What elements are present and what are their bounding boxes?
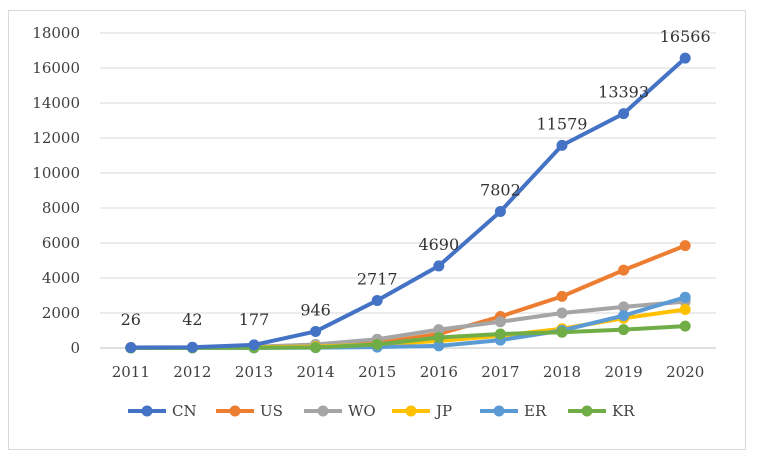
x-tick-label: 2019 xyxy=(605,363,643,381)
data-point-wo xyxy=(494,316,506,328)
legend-swatch-marker xyxy=(229,405,241,417)
legend-label: CN xyxy=(172,402,197,420)
x-tick-label: 2018 xyxy=(543,363,581,381)
data-point-cn xyxy=(556,139,568,151)
y-tick-label: 16000 xyxy=(32,59,80,77)
legend-label: JP xyxy=(434,402,452,420)
data-point-us xyxy=(679,240,691,252)
data-label: 2717 xyxy=(357,269,398,288)
legend-label: WO xyxy=(348,402,376,420)
x-tick-label: 2014 xyxy=(297,363,335,381)
y-axis-ticks: 0 2000 4000 6000 8000 10000 12000 14000 16000 180… xyxy=(32,24,80,357)
data-label: 13393 xyxy=(598,83,649,102)
x-tick-label: 2016 xyxy=(420,363,458,381)
legend-swatch-marker xyxy=(581,405,593,417)
data-point-er xyxy=(679,291,691,303)
x-axis-ticks: 2011 2012 2013 2014 2015 2016 2017 2018 2019 2020 xyxy=(112,363,705,381)
series-line-cn xyxy=(128,56,688,350)
data-point-cn xyxy=(125,342,137,354)
y-tick-label: 18000 xyxy=(32,24,80,42)
legend-item-us: US xyxy=(216,402,283,420)
data-label: 16566 xyxy=(660,27,711,46)
data-point-cn xyxy=(371,294,383,306)
legend-item-wo: WO xyxy=(304,402,376,420)
data-point-kr xyxy=(310,341,322,353)
data-point-kr xyxy=(433,332,445,343)
data-label: 26 xyxy=(121,310,141,329)
data-point-us xyxy=(556,290,568,302)
data-label: 946 xyxy=(300,300,331,319)
x-tick-label: 2017 xyxy=(481,363,519,381)
legend-swatch-marker xyxy=(141,405,153,417)
data-point-wo xyxy=(433,324,445,336)
data-point-us xyxy=(618,264,630,276)
legend-label: ER xyxy=(524,402,547,420)
data-point-wo xyxy=(556,307,568,319)
y-tick-label: 0 xyxy=(70,339,80,357)
y-tick-label: 2000 xyxy=(42,304,80,322)
data-label: 11579 xyxy=(537,114,588,133)
data-point-jp xyxy=(679,304,691,315)
data-point-kr xyxy=(371,339,383,350)
data-point-cn xyxy=(494,205,506,217)
data-label: 42 xyxy=(182,310,202,329)
legend-swatch-marker xyxy=(317,405,329,417)
data-point-cn xyxy=(186,341,198,353)
data-label: 7802 xyxy=(480,180,521,199)
legend-item-jp: JP xyxy=(392,402,452,420)
data-labels: 26 42 177 946 2717 4690 7802 11579 13393 16566 xyxy=(121,27,711,329)
legend-label: KR xyxy=(612,402,635,420)
y-tick-label: 6000 xyxy=(42,234,80,252)
y-tick-label: 10000 xyxy=(32,164,80,182)
data-point-er xyxy=(433,340,445,352)
series-lines xyxy=(125,52,691,354)
legend: CN US WO JP ER KR xyxy=(128,402,635,420)
data-point-er xyxy=(618,310,630,322)
y-tick-label: 8000 xyxy=(42,199,80,217)
data-point-cn xyxy=(248,339,260,351)
gridlines xyxy=(100,32,716,349)
data-point-cn xyxy=(310,325,322,337)
data-label: 4690 xyxy=(418,235,459,254)
data-point-wo xyxy=(618,301,630,313)
legend-swatch-marker xyxy=(405,405,417,417)
y-tick-label: 14000 xyxy=(32,94,80,112)
data-point-kr xyxy=(679,320,691,332)
data-point-cn xyxy=(618,108,630,120)
data-point-kr xyxy=(494,328,506,340)
legend-item-er: ER xyxy=(480,402,547,420)
y-tick-label: 12000 xyxy=(32,129,80,147)
data-point-kr xyxy=(556,326,568,338)
chart-frame xyxy=(8,10,746,450)
legend-label: US xyxy=(260,402,283,420)
x-tick-label: 2015 xyxy=(358,363,396,381)
legend-item-kr: KR xyxy=(568,402,635,420)
x-tick-label: 2012 xyxy=(173,363,211,381)
data-label: 177 xyxy=(239,310,270,329)
data-point-cn xyxy=(433,260,445,272)
data-point-cn xyxy=(679,52,691,64)
x-tick-label: 2011 xyxy=(112,363,150,381)
y-tick-label: 4000 xyxy=(42,269,80,287)
legend-swatch-marker xyxy=(493,405,505,417)
legend-item-cn: CN xyxy=(128,402,197,420)
data-point-kr xyxy=(618,324,630,336)
x-tick-label: 2020 xyxy=(666,363,704,381)
x-tick-label: 2013 xyxy=(235,363,273,381)
